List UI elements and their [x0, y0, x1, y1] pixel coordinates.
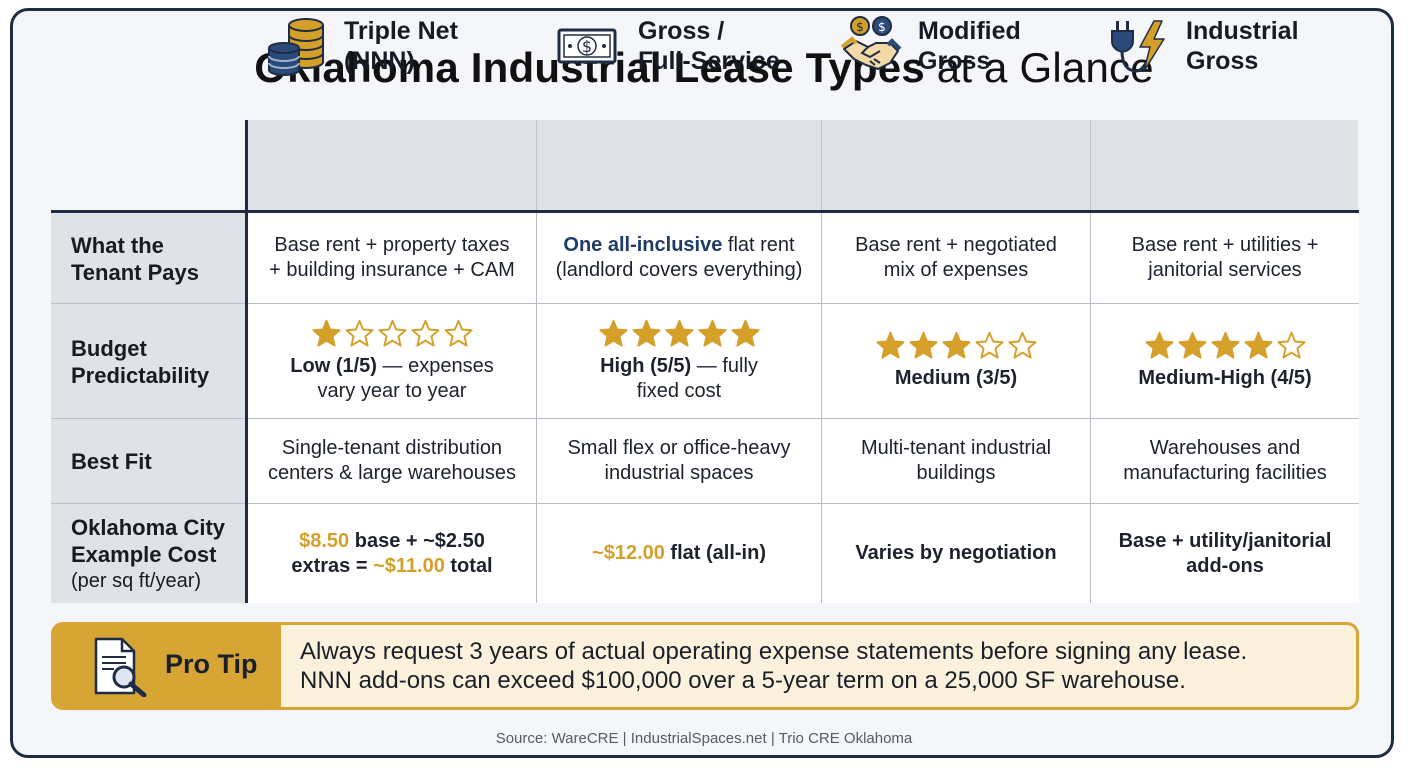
cell-pays-nnn: Base rent + property taxes + building ins…	[269, 234, 515, 281]
svg-text:$: $	[856, 20, 864, 34]
star-empty-icon	[1007, 331, 1037, 359]
cell-cost-nnn: $8.50 base + ~$2.50 extras = ~$11.00 tot…	[291, 529, 493, 577]
star-rating	[598, 319, 760, 348]
star-filled-icon	[1243, 331, 1273, 359]
star-filled-icon	[941, 331, 971, 359]
cell-fit-industrial: Warehouses and manufacturing facilities	[1123, 437, 1327, 484]
cell-fit-modified: Multi-tenant industrial buildings	[860, 437, 1052, 484]
cell-budget-nnn: Low (1/5) — expenses vary year to year	[248, 304, 536, 418]
star-empty-icon	[344, 319, 374, 347]
pro-tip-box: Pro Tip Always request 3 years of actual…	[51, 622, 1359, 710]
star-filled-icon	[1144, 331, 1174, 359]
row-label-column	[51, 213, 246, 603]
table-header-row	[247, 120, 1358, 211]
cell-cost-gross: ~$12.00 flat (all-in)	[592, 542, 766, 564]
cell-budget-gross: High (5/5) — fully fixed cost	[537, 304, 821, 418]
column-header-industrial-gross: Industrial Gross	[1108, 0, 1358, 91]
star-filled-icon	[311, 319, 341, 347]
row-label-example-cost: Oklahoma City Example Cost (per sq ft/yea…	[71, 515, 226, 592]
cell-cost-modified: Varies by negotiation	[855, 542, 1057, 564]
coins-stack-icon	[268, 17, 324, 76]
plug-lightning-icon	[1111, 19, 1165, 73]
cell-cost-industrial: Base + utility/janitorial add-ons	[1118, 529, 1332, 577]
star-empty-icon	[377, 319, 407, 347]
svg-text:$: $	[878, 20, 886, 34]
cell-pays-industrial: Base rent + utilities + janitorial servic…	[1131, 234, 1319, 281]
cell-pays-modified: Base rent + negotiated mix of expenses	[855, 234, 1057, 281]
star-filled-icon	[908, 331, 938, 359]
star-filled-icon	[1177, 331, 1207, 359]
star-empty-icon	[443, 319, 473, 347]
pro-tip-label: Pro Tip	[165, 649, 258, 679]
star-empty-icon	[974, 331, 1004, 359]
star-filled-icon	[1210, 331, 1240, 359]
star-filled-icon	[631, 319, 661, 347]
star-filled-icon	[875, 331, 905, 359]
source-citation: Source: WareCRE | IndustrialSpaces.net |…	[495, 730, 913, 747]
star-filled-icon	[730, 319, 760, 347]
dollar-bill-icon: $	[557, 28, 617, 63]
handshake-icon: $ $	[840, 15, 902, 70]
row-label-tenant-pays: What the Tenant Pays	[71, 233, 199, 285]
star-filled-icon	[697, 319, 727, 347]
column-header-nnn: Triple Net (NNN)	[266, 0, 536, 91]
star-rating	[1144, 331, 1306, 360]
cell-fit-nnn: Single-tenant distribution centers & larg…	[268, 437, 516, 484]
cell-fit-gross: Small flex or office-heavy industrial spa…	[567, 437, 791, 484]
cell-budget-industrial: Medium-High (4/5)	[1091, 304, 1359, 418]
star-empty-icon	[410, 319, 440, 347]
document-magnifier-icon	[94, 637, 147, 697]
star-rating	[875, 331, 1037, 360]
star-empty-icon	[1276, 331, 1306, 359]
svg-text:$: $	[582, 37, 592, 56]
star-filled-icon	[598, 319, 628, 347]
table-body	[248, 213, 1359, 603]
pro-tip-text: Always request 3 years of actual operati…	[300, 638, 1248, 694]
column-header-gross: $ Gross / Full-Service	[552, 0, 822, 91]
cell-budget-modified: Medium (3/5)	[822, 304, 1090, 418]
row-label-budget: Budget Predictability	[71, 336, 210, 388]
star-filled-icon	[664, 319, 694, 347]
cell-pays-gross: One all-inclusive flat rent (landlord co…	[555, 234, 803, 281]
column-header-modified-gross: $ $ Modified Gross	[840, 0, 1090, 91]
row-label-best-fit: Best Fit	[71, 449, 152, 474]
star-rating	[311, 319, 473, 348]
